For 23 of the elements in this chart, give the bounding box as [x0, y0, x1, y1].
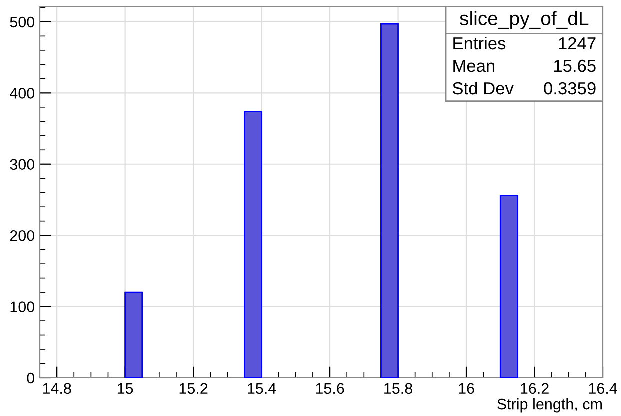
annotation: Entries: [454, 36, 506, 50]
y-tick-label: 200: [10, 230, 35, 242]
y-tick-label: 400: [10, 88, 35, 99]
annotation: 15.65: [554, 60, 596, 72]
annotation: Mean: [454, 60, 495, 72]
x-axis-title: Strip length, cm: [498, 398, 602, 413]
x-tick-label: 16.4: [589, 383, 618, 394]
y-tick-label: 300: [10, 159, 35, 170]
y-tick-label: 500: [10, 16, 35, 28]
annotation: 1247: [559, 37, 596, 50]
x-tick-label: 16: [459, 383, 474, 394]
x-tick-label: 15.2: [180, 383, 208, 394]
annotation: 0.3359: [544, 82, 596, 95]
annotation: Std Dev: [453, 82, 514, 95]
x-tick-label: 15: [118, 383, 134, 394]
x-tick-label: 16.2: [521, 383, 549, 394]
y-tick-label: 100: [10, 302, 35, 312]
y-tick-label: 0: [27, 372, 35, 384]
x-tick-label: 15.8: [384, 383, 412, 394]
chart-title: slice_py_of_dL: [460, 11, 589, 30]
x-tick-label: 15.4: [248, 383, 276, 394]
x-tick-label: 14.8: [43, 383, 72, 394]
x-tick-label: 15.6: [316, 383, 344, 394]
